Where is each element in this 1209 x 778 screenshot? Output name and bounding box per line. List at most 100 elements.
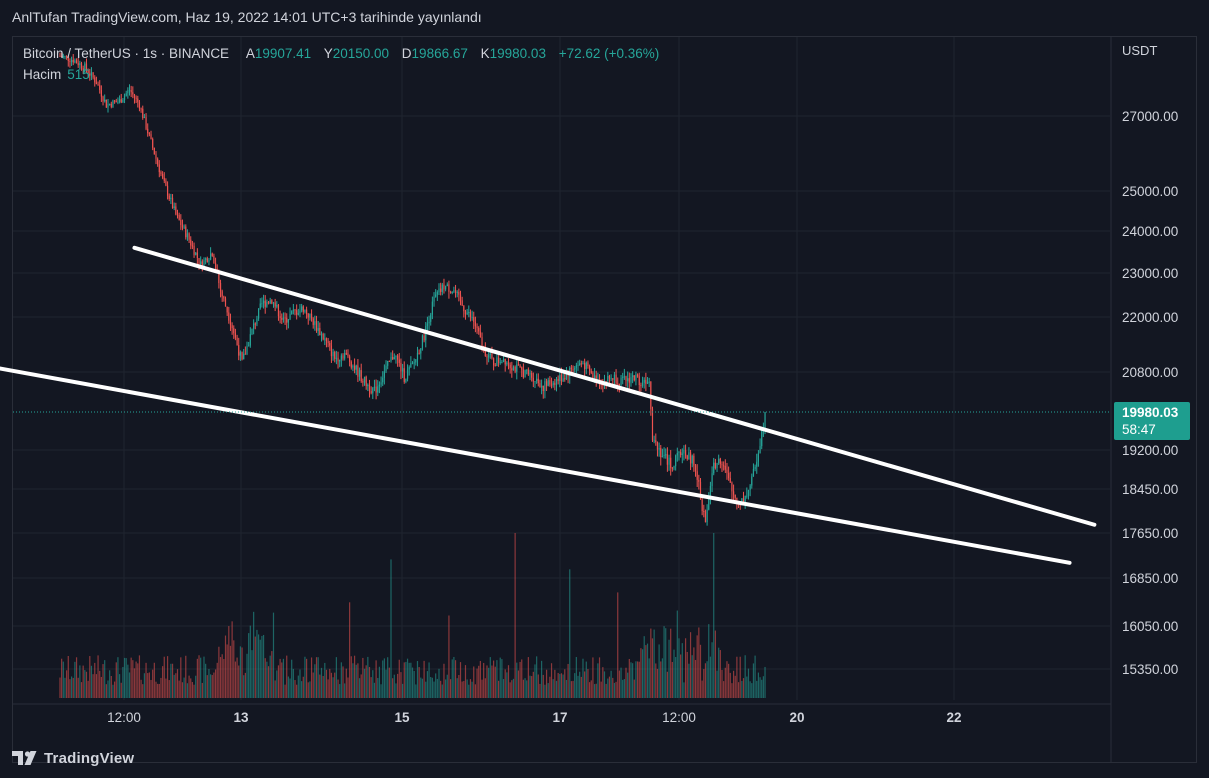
volume-bar bbox=[484, 678, 486, 698]
candle-body bbox=[152, 138, 154, 148]
volume-bar bbox=[603, 671, 606, 698]
volume-bar bbox=[676, 610, 678, 698]
candle-body bbox=[438, 288, 440, 293]
volume-bar bbox=[494, 666, 496, 698]
volume-bar bbox=[577, 675, 579, 698]
candle-body bbox=[110, 103, 112, 107]
volume-bar bbox=[519, 661, 521, 698]
candle-body bbox=[272, 302, 275, 304]
price-tick-label: 16050.00 bbox=[1122, 619, 1178, 634]
candle-body bbox=[137, 98, 139, 103]
candle-body bbox=[464, 311, 467, 315]
tradingview-logo-icon bbox=[12, 751, 37, 765]
open-value: 19907.41 bbox=[254, 46, 312, 61]
candle-body bbox=[418, 352, 420, 354]
candle-body bbox=[219, 283, 222, 292]
candle-body bbox=[117, 101, 119, 103]
volume-bar bbox=[365, 665, 367, 698]
volume-bar bbox=[560, 673, 563, 698]
tradingview-logo[interactable]: TradingView bbox=[12, 748, 134, 768]
volume-bar bbox=[605, 683, 607, 698]
candle-body bbox=[233, 328, 235, 334]
candle-body bbox=[448, 284, 450, 292]
volume-bar bbox=[751, 683, 753, 698]
volume-bar bbox=[170, 663, 172, 698]
volume-bar bbox=[688, 663, 690, 698]
candle-body bbox=[166, 185, 169, 196]
candle-body bbox=[423, 335, 425, 341]
low-value: 19866.67 bbox=[411, 46, 468, 61]
volume-bar bbox=[233, 640, 235, 698]
candle-body bbox=[198, 258, 200, 265]
price-tick-label: 16850.00 bbox=[1122, 571, 1178, 586]
volume-bar bbox=[372, 670, 374, 698]
time-axis: 12:00 13 15 17 12:00 20 22 bbox=[13, 703, 1111, 725]
volume-bar bbox=[633, 679, 635, 698]
volume-bar bbox=[246, 653, 248, 698]
candle-body bbox=[80, 63, 83, 69]
volume-bar bbox=[443, 663, 445, 698]
candle-body bbox=[479, 331, 481, 338]
candle-body bbox=[378, 384, 381, 387]
volume-bar bbox=[335, 657, 337, 698]
volume-bar bbox=[352, 663, 354, 698]
candle-body bbox=[451, 291, 453, 293]
volume-bar bbox=[454, 660, 457, 698]
volume-bar bbox=[363, 668, 366, 698]
symbol-label[interactable]: Bitcoin / TetherUS · 1s · BINANCE bbox=[23, 46, 230, 61]
volume-bar bbox=[228, 626, 230, 698]
volume-bar bbox=[75, 657, 78, 698]
volume-bar bbox=[542, 674, 544, 698]
volume-bar bbox=[506, 672, 508, 698]
volume-bar bbox=[598, 657, 601, 698]
price-tick-label: 18450.00 bbox=[1122, 482, 1178, 497]
volume-bar bbox=[175, 673, 177, 698]
candle-body bbox=[94, 77, 96, 83]
candle-body bbox=[478, 328, 480, 332]
volume-bar bbox=[466, 679, 468, 698]
volume-bar bbox=[377, 677, 379, 698]
volume-bar bbox=[410, 662, 412, 698]
chart-frame[interactable] bbox=[12, 36, 1197, 763]
volume-bar bbox=[296, 684, 298, 698]
candle-body bbox=[344, 353, 346, 359]
candle-body bbox=[489, 353, 491, 355]
volume-bar bbox=[539, 683, 541, 698]
volume-bar bbox=[401, 683, 404, 698]
time-tick-label: 17 bbox=[552, 710, 567, 725]
volume-bar bbox=[322, 675, 324, 698]
candle-body bbox=[229, 320, 232, 326]
volume-bar bbox=[552, 679, 554, 698]
volume-bar bbox=[425, 681, 427, 698]
candle-body bbox=[615, 374, 617, 384]
time-tick-label: 22 bbox=[946, 710, 961, 725]
candle-body bbox=[721, 464, 723, 466]
candle-body bbox=[623, 376, 625, 378]
volume-bar bbox=[602, 667, 604, 698]
volume-bar bbox=[496, 660, 498, 698]
volume-label[interactable]: Hacim bbox=[23, 67, 62, 82]
candle-body bbox=[244, 353, 246, 355]
candle-body bbox=[430, 314, 432, 322]
candle-body bbox=[281, 318, 283, 320]
volume-bar bbox=[436, 678, 438, 698]
volume-bar bbox=[650, 628, 652, 698]
volume-bar bbox=[294, 680, 296, 698]
candle-body bbox=[309, 313, 311, 318]
volume-bar bbox=[693, 647, 695, 698]
candle-body bbox=[484, 346, 486, 357]
volume-bar bbox=[580, 676, 582, 698]
candle-body bbox=[286, 317, 288, 323]
volume-bar bbox=[744, 655, 746, 698]
candle-body bbox=[100, 90, 102, 97]
volume-bar bbox=[463, 680, 465, 698]
candle-body bbox=[401, 368, 404, 372]
candle-body bbox=[259, 303, 261, 309]
volume-bar bbox=[135, 661, 137, 698]
candle-body bbox=[90, 72, 93, 76]
candle-body bbox=[168, 195, 170, 199]
candle-body bbox=[170, 197, 172, 199]
candle-body bbox=[143, 117, 146, 119]
candle-body bbox=[319, 328, 321, 336]
